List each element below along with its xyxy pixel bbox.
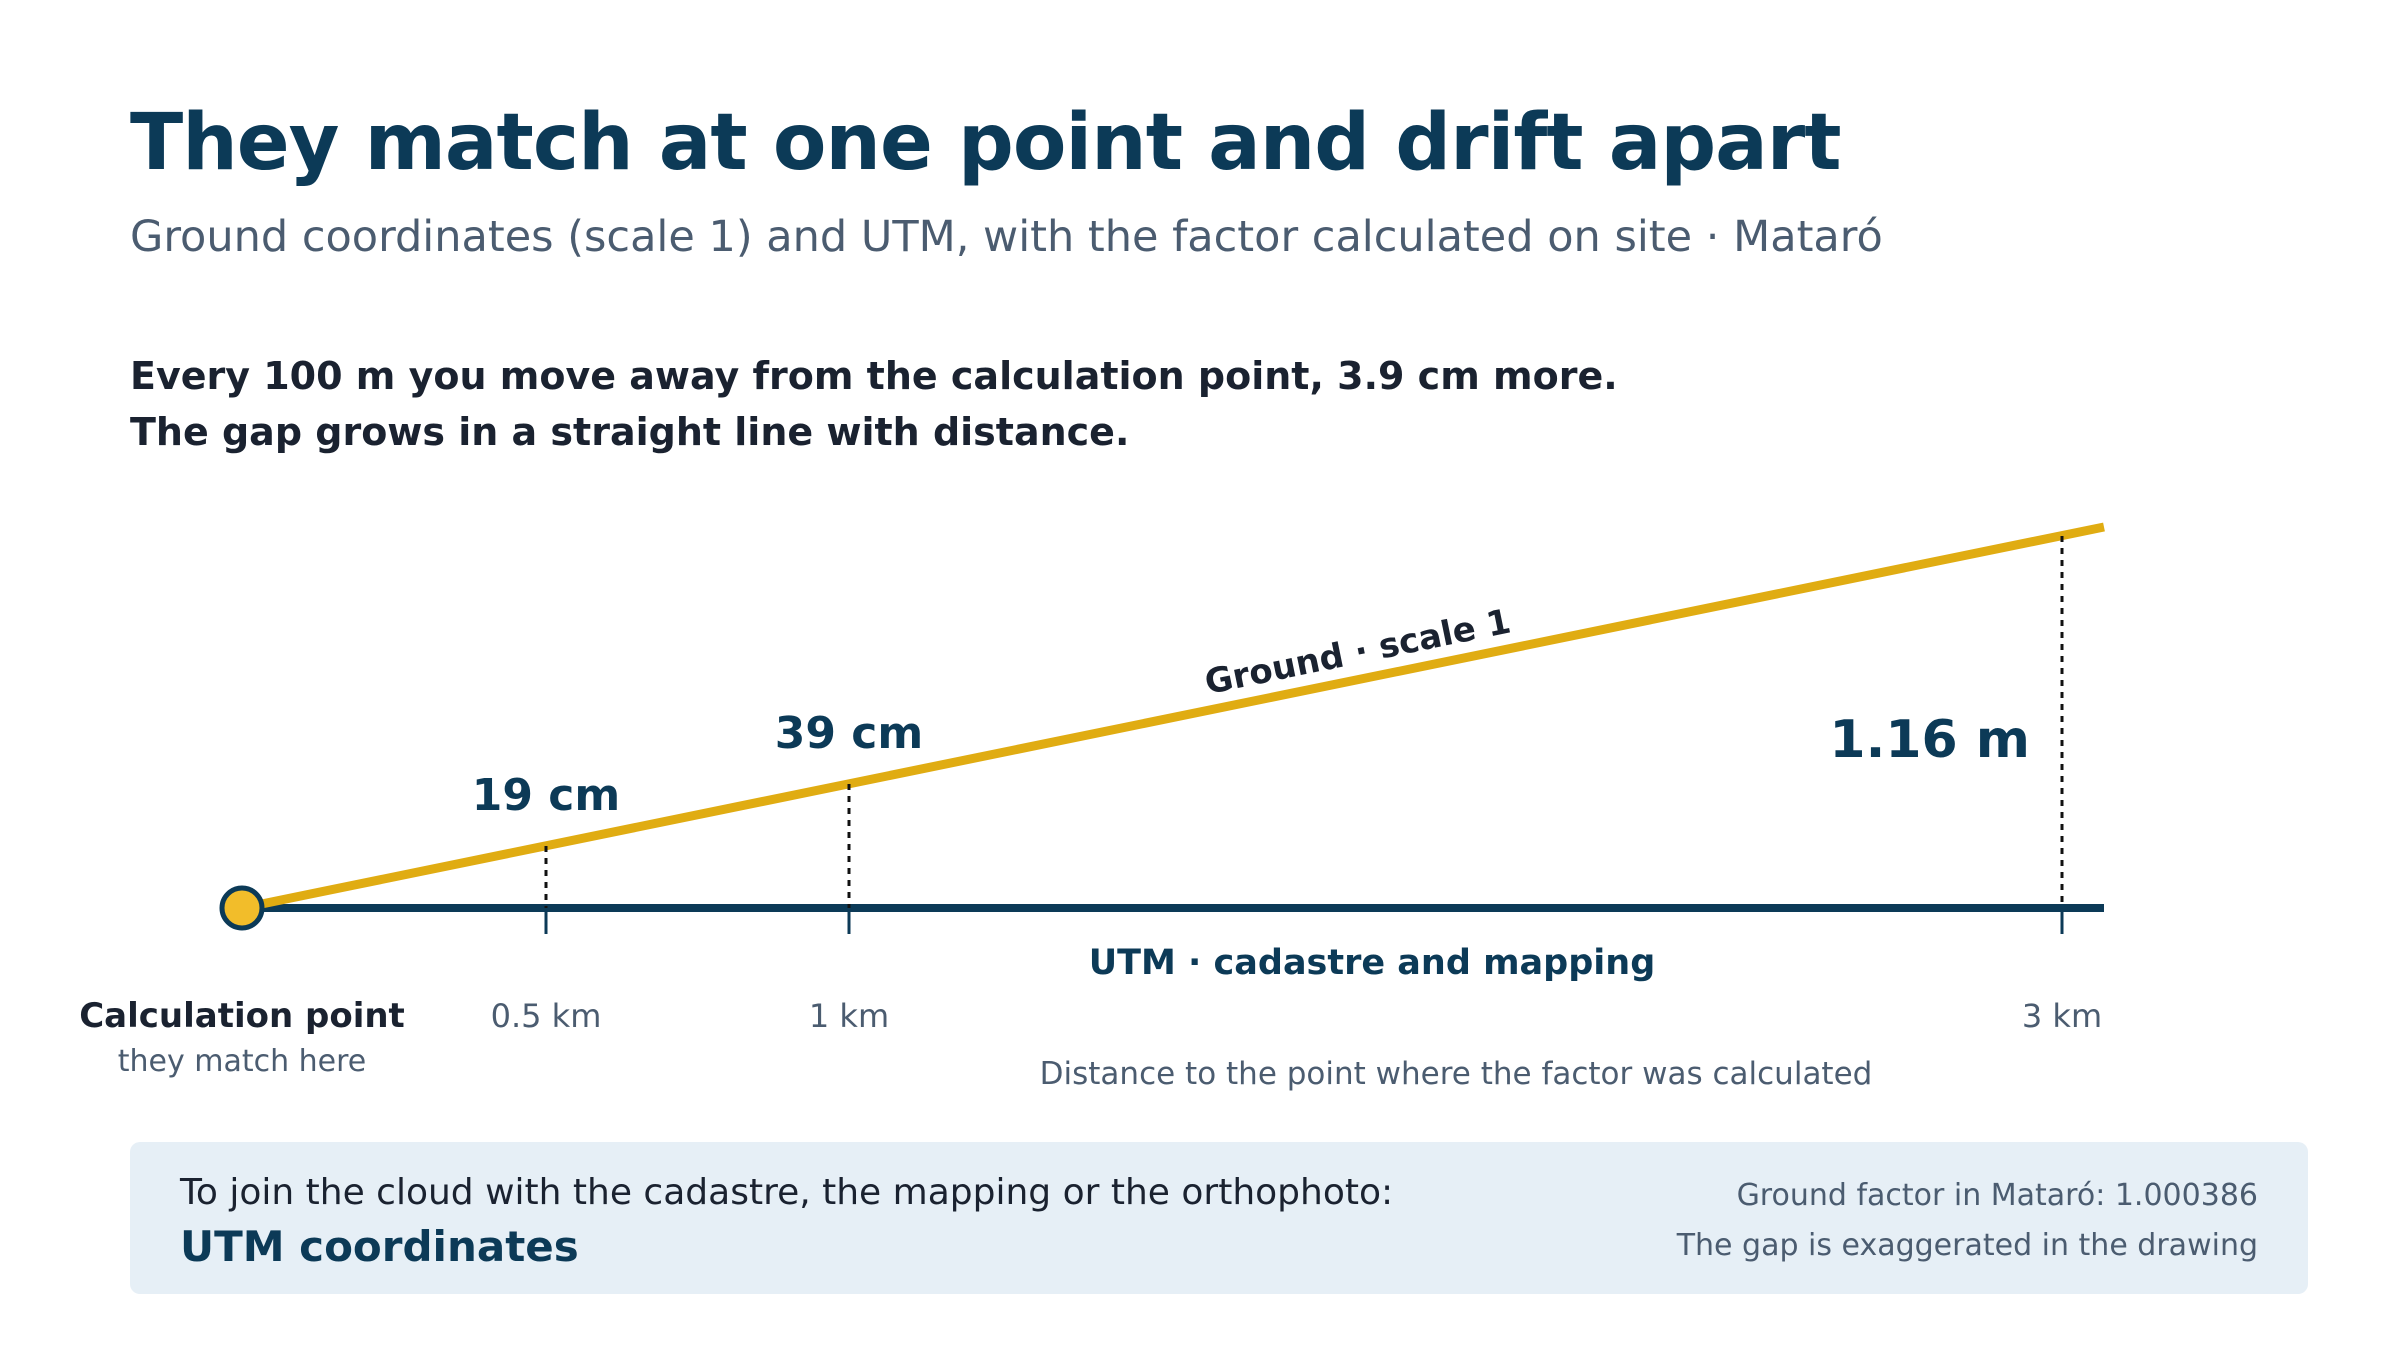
origin-label: Calculation point <box>79 996 405 1036</box>
lead-line-2: The gap grows in a straight line with di… <box>130 410 1130 454</box>
info-question: To join the cloud with the cadastre, the… <box>180 1172 1394 1213</box>
ground-line <box>241 522 2105 913</box>
calculation-point-marker <box>219 885 265 931</box>
distance-label-0-5km: 0.5 km <box>491 997 602 1035</box>
gap-label-0-5km: 19 cm <box>472 770 620 821</box>
lead-line-1: Every 100 m you move away from the calcu… <box>130 354 1618 398</box>
page-subtitle: Ground coordinates (scale 1) and UTM, wi… <box>130 212 1883 262</box>
info-answer: UTM coordinates <box>180 1222 579 1271</box>
utm-line-label: UTM · cadastre and mapping <box>1089 943 1656 983</box>
lead-text: Every 100 m you move away from the calcu… <box>130 348 1618 460</box>
distance-label-1km: 1 km <box>809 997 889 1035</box>
divergence-diagram: 19 cm 39 cm 1.16 m Ground · scale 1 UTM … <box>79 522 2105 1092</box>
gap-label-3km: 1.16 m <box>1829 710 2030 770</box>
info-box: To join the cloud with the cadastre, the… <box>130 1142 2308 1294</box>
origin-sublabel: they match here <box>118 1044 367 1079</box>
distance-label-3km: 3 km <box>2022 997 2102 1035</box>
exaggeration-note: The gap is exaggerated in the drawing <box>1676 1228 2258 1263</box>
axis-label: Distance to the point where the factor w… <box>1040 1056 1873 1092</box>
gap-label-1km: 39 cm <box>775 708 923 759</box>
ground-factor-note: Ground factor in Mataró: 1.000386 <box>1736 1178 2258 1213</box>
ground-line-label: Ground · scale 1 <box>1201 601 1514 702</box>
page-title: They match at one point and drift apart <box>130 98 1842 188</box>
